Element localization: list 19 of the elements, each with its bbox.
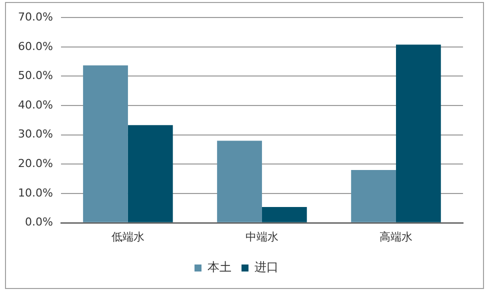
bar	[351, 170, 396, 222]
bar	[128, 125, 173, 222]
bar	[262, 206, 307, 222]
y-tick-label: 20.0%	[18, 157, 53, 170]
x-tick-label: 低端水	[111, 230, 144, 244]
bar	[217, 140, 262, 222]
y-tick-label: 10.0%	[18, 186, 53, 200]
x-tick-label: 高端水	[379, 230, 412, 244]
y-tick-label: 40.0%	[18, 98, 53, 112]
legend-label: 进口	[254, 260, 278, 274]
bar	[83, 65, 128, 222]
y-tick-label: 50.0%	[18, 69, 53, 82]
y-tick-label: 0.0%	[24, 216, 53, 229]
x-tick-label: 中端水	[245, 230, 278, 244]
y-tick-label: 30.0%	[18, 128, 53, 141]
bar	[396, 44, 441, 222]
legend-label: 本土	[208, 260, 232, 274]
y-tick-label: 60.0%	[18, 40, 53, 53]
y-tick-label: 70.0%	[18, 10, 53, 24]
